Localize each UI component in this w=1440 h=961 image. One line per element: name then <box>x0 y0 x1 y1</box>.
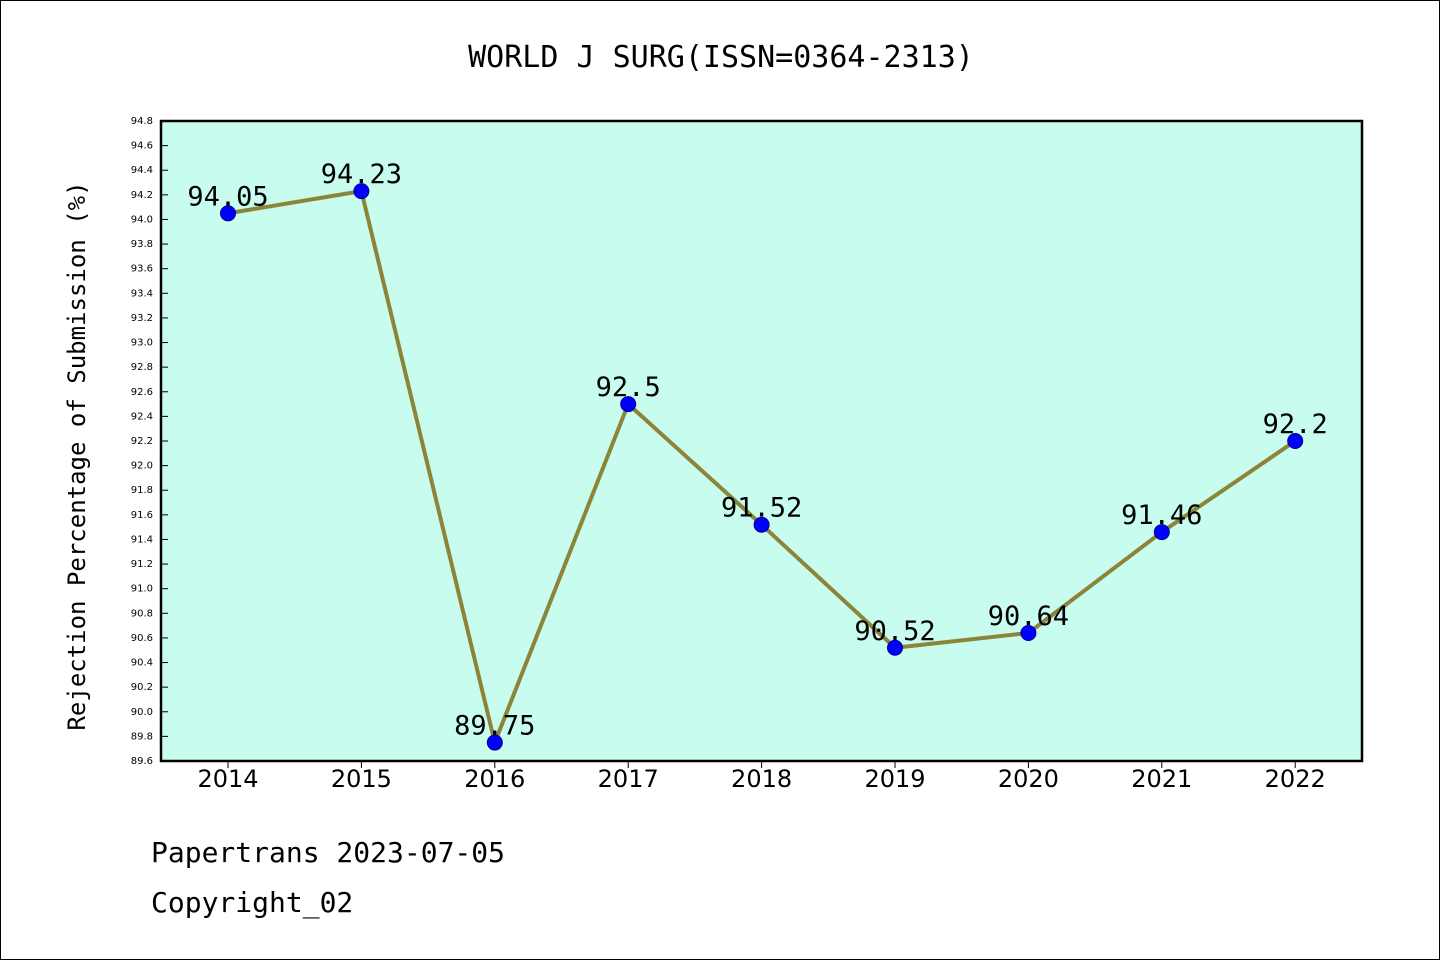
y-tick-label: 94.4 <box>131 165 153 176</box>
data-point <box>486 734 503 751</box>
data-point <box>353 183 370 200</box>
x-tick-label: 2014 <box>197 765 258 793</box>
data-point <box>1020 625 1037 641</box>
y-tick-label: 94.8 <box>131 116 153 127</box>
y-axis-label: Rejection Percentage of Submission (%) <box>63 181 91 730</box>
series-layer: 94.05 94.23 89.75 92.5 91.52 90.52 90.64 91.46 9… <box>187 159 1328 751</box>
x-tick-label: 2017 <box>598 765 659 793</box>
data-label: 89.75 <box>454 711 535 742</box>
y-tick-label: 94.6 <box>131 141 153 152</box>
plot-area <box>161 121 1362 761</box>
y-tick-label: 90.4 <box>131 658 153 669</box>
data-label: 91.52 <box>721 493 802 524</box>
data-label: 90.64 <box>988 601 1069 632</box>
y-tick-label: 93.4 <box>131 288 153 299</box>
footer-date: Papertrans 2023-07-05 <box>151 836 506 869</box>
y-tick-label: 93.6 <box>131 264 153 275</box>
data-label: 94.05 <box>187 181 268 212</box>
data-point <box>753 516 770 533</box>
data-point <box>620 396 637 413</box>
footer-copyright: Copyright_02 <box>151 886 354 919</box>
x-tick-label: 2015 <box>331 765 392 793</box>
y-tick-label: 91.4 <box>131 534 153 545</box>
data-point <box>220 205 236 222</box>
y-tick-label: 90.6 <box>131 633 153 644</box>
chart-title: WORLD J SURG(ISSN=0364-2313) <box>468 40 974 75</box>
y-tick-label: 92.4 <box>131 411 153 422</box>
y-tick-label: 92.2 <box>131 436 153 447</box>
data-label: 92.5 <box>596 372 661 403</box>
x-tick-label: 2020 <box>998 765 1059 793</box>
y-tick-label: 90.8 <box>131 608 153 619</box>
y-tick-label: 93.2 <box>131 313 153 324</box>
x-tick-label: 2018 <box>731 765 792 793</box>
data-label: 90.52 <box>854 616 935 647</box>
y-tick-label: 89.8 <box>131 731 153 742</box>
x-tick-label: 2022 <box>1265 765 1326 793</box>
y-tick-label: 93.8 <box>131 239 153 250</box>
data-point <box>1153 524 1170 541</box>
y-tick-label: 92.8 <box>131 362 153 373</box>
y-tick-label: 92.0 <box>131 461 153 472</box>
data-label: 92.2 <box>1263 409 1328 440</box>
y-tick-label: 94.0 <box>131 214 153 225</box>
y-tick-label: 89.6 <box>131 756 153 767</box>
data-label: 94.23 <box>321 159 402 190</box>
x-tick-label: 2021 <box>1131 765 1192 793</box>
y-tick-label: 91.0 <box>131 584 153 595</box>
plot-border <box>159 119 1364 763</box>
y-tick-label: 90.2 <box>131 682 153 693</box>
x-tick-label: 2016 <box>464 765 525 793</box>
data-label: 91.46 <box>1121 500 1202 531</box>
x-axis-ticks: 2014 2015 2016 2017 2018 2019 2020 2021 2022 <box>197 761 1326 793</box>
y-tick-label: 94.2 <box>131 190 153 201</box>
data-point <box>887 639 903 656</box>
data-point <box>1287 433 1304 449</box>
y-tick-label: 91.8 <box>131 485 153 496</box>
y-tick-label: 92.6 <box>131 387 153 398</box>
y-tick-label: 90.0 <box>131 707 153 718</box>
y-tick-label: 91.6 <box>131 510 153 521</box>
x-tick-label: 2019 <box>864 765 925 793</box>
y-tick-label: 91.2 <box>131 559 153 570</box>
y-tick-label: 93.0 <box>131 338 153 349</box>
